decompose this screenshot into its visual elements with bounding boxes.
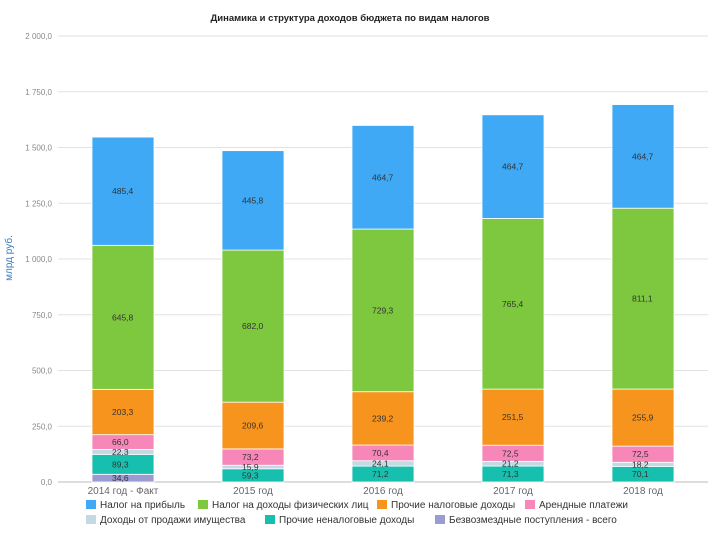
data-label: 765,4 <box>502 299 524 309</box>
data-label: 34,6 <box>112 473 129 483</box>
bar-segment <box>351 125 415 230</box>
data-label: 89,3 <box>112 459 129 469</box>
y-tick-label: 1 500,0 <box>25 144 52 153</box>
data-labels: 34,689,322,366,0203,3645,8485,459,315,97… <box>112 151 654 483</box>
legend-swatch <box>86 500 96 509</box>
data-label: 729,3 <box>372 305 394 315</box>
legend-label: Доходы от продажи имущества <box>100 515 246 526</box>
bar-segment <box>481 218 545 390</box>
bar-segment <box>351 391 415 446</box>
y-tick-label: 250,0 <box>32 422 53 431</box>
data-label: 464,7 <box>502 162 524 172</box>
legend-swatch <box>525 500 535 509</box>
y-tick-label: 0,0 <box>41 478 53 487</box>
data-label: 811,1 <box>632 294 653 304</box>
bar-segment <box>611 207 675 390</box>
data-label: 464,7 <box>632 151 654 161</box>
data-label: 255,9 <box>632 413 654 423</box>
bar-segment <box>611 388 675 447</box>
x-tick-label: 2014 год - Факт <box>88 486 159 497</box>
data-label: 239,2 <box>372 413 394 423</box>
x-tick-label: 2017 год <box>493 486 533 497</box>
data-label: 70,1 <box>632 469 649 479</box>
data-label: 203,3 <box>112 407 134 417</box>
y-axis-ticks: 0,0 250,0 500,0 750,0 1 000,0 1 250,0 1 500,0 1… <box>25 32 52 487</box>
data-label: 18,2 <box>632 459 649 469</box>
data-label: 59,3 <box>242 470 259 480</box>
y-axis-label: млрд руб. <box>3 235 15 281</box>
bar-segment <box>611 104 675 209</box>
y-tick-label: 500,0 <box>32 367 53 376</box>
data-label: 209,6 <box>242 421 264 431</box>
bar-segment <box>91 244 155 390</box>
legend-label: Налог на прибыль <box>100 499 185 511</box>
bar-segment <box>221 150 285 251</box>
data-label: 72,5 <box>502 448 519 458</box>
legend: Налог на прибыль Налог на доходы физическ… <box>86 499 628 526</box>
legend-swatch <box>86 515 96 524</box>
data-label: 21,2 <box>502 459 519 469</box>
legend-swatch <box>265 515 275 524</box>
legend-label: Прочие неналоговые доходы <box>279 515 414 526</box>
bar-segment <box>221 401 285 450</box>
data-label: 71,3 <box>502 469 519 479</box>
bar-segment <box>481 114 545 219</box>
y-tick-label: 750,0 <box>32 311 53 320</box>
data-label: 15,9 <box>242 462 259 472</box>
legend-swatch <box>435 515 445 524</box>
data-label: 682,0 <box>242 321 264 331</box>
x-tick-label: 2016 год <box>363 486 403 497</box>
data-label: 445,8 <box>242 195 264 205</box>
chart-title: Динамика и структура доходов бюджета по … <box>211 13 490 24</box>
legend-label: Арендные платежи <box>539 500 628 511</box>
data-label: 24,1 <box>372 458 389 468</box>
legend-label: Прочие налоговые доходы <box>391 500 515 511</box>
bar-segment <box>351 228 415 393</box>
data-label: 485,4 <box>112 186 134 196</box>
y-tick-label: 2 000,0 <box>25 32 52 41</box>
legend-swatch <box>377 500 387 509</box>
y-tick-label: 1 750,0 <box>25 88 52 97</box>
x-tick-label: 2018 год <box>623 486 663 497</box>
y-tick-label: 1 000,0 <box>25 255 52 264</box>
data-label: 70,4 <box>372 448 389 458</box>
data-label: 73,2 <box>242 452 259 462</box>
bar-segment <box>221 249 285 403</box>
x-tick-label: 2015 год <box>233 486 273 497</box>
data-label: 66,0 <box>112 437 129 447</box>
bar-segment <box>91 136 155 246</box>
legend-swatch <box>198 500 208 509</box>
y-tick-label: 1 250,0 <box>25 199 52 208</box>
bar-segment <box>91 388 155 436</box>
bar-stacks <box>91 104 675 483</box>
data-label: 22,3 <box>112 447 129 457</box>
data-label: 72,5 <box>632 449 649 459</box>
data-label: 464,7 <box>372 172 394 182</box>
legend-label: Безвозмездные поступления - всего <box>449 515 617 526</box>
data-label: 645,8 <box>112 312 134 322</box>
x-axis-ticks: 2014 год - Факт 2015 год 2016 год 2017 год 2… <box>88 486 663 497</box>
data-label: 251,5 <box>502 412 524 422</box>
data-label: 71,2 <box>372 469 389 479</box>
legend-label: Налог на доходы физических лиц <box>212 499 369 511</box>
